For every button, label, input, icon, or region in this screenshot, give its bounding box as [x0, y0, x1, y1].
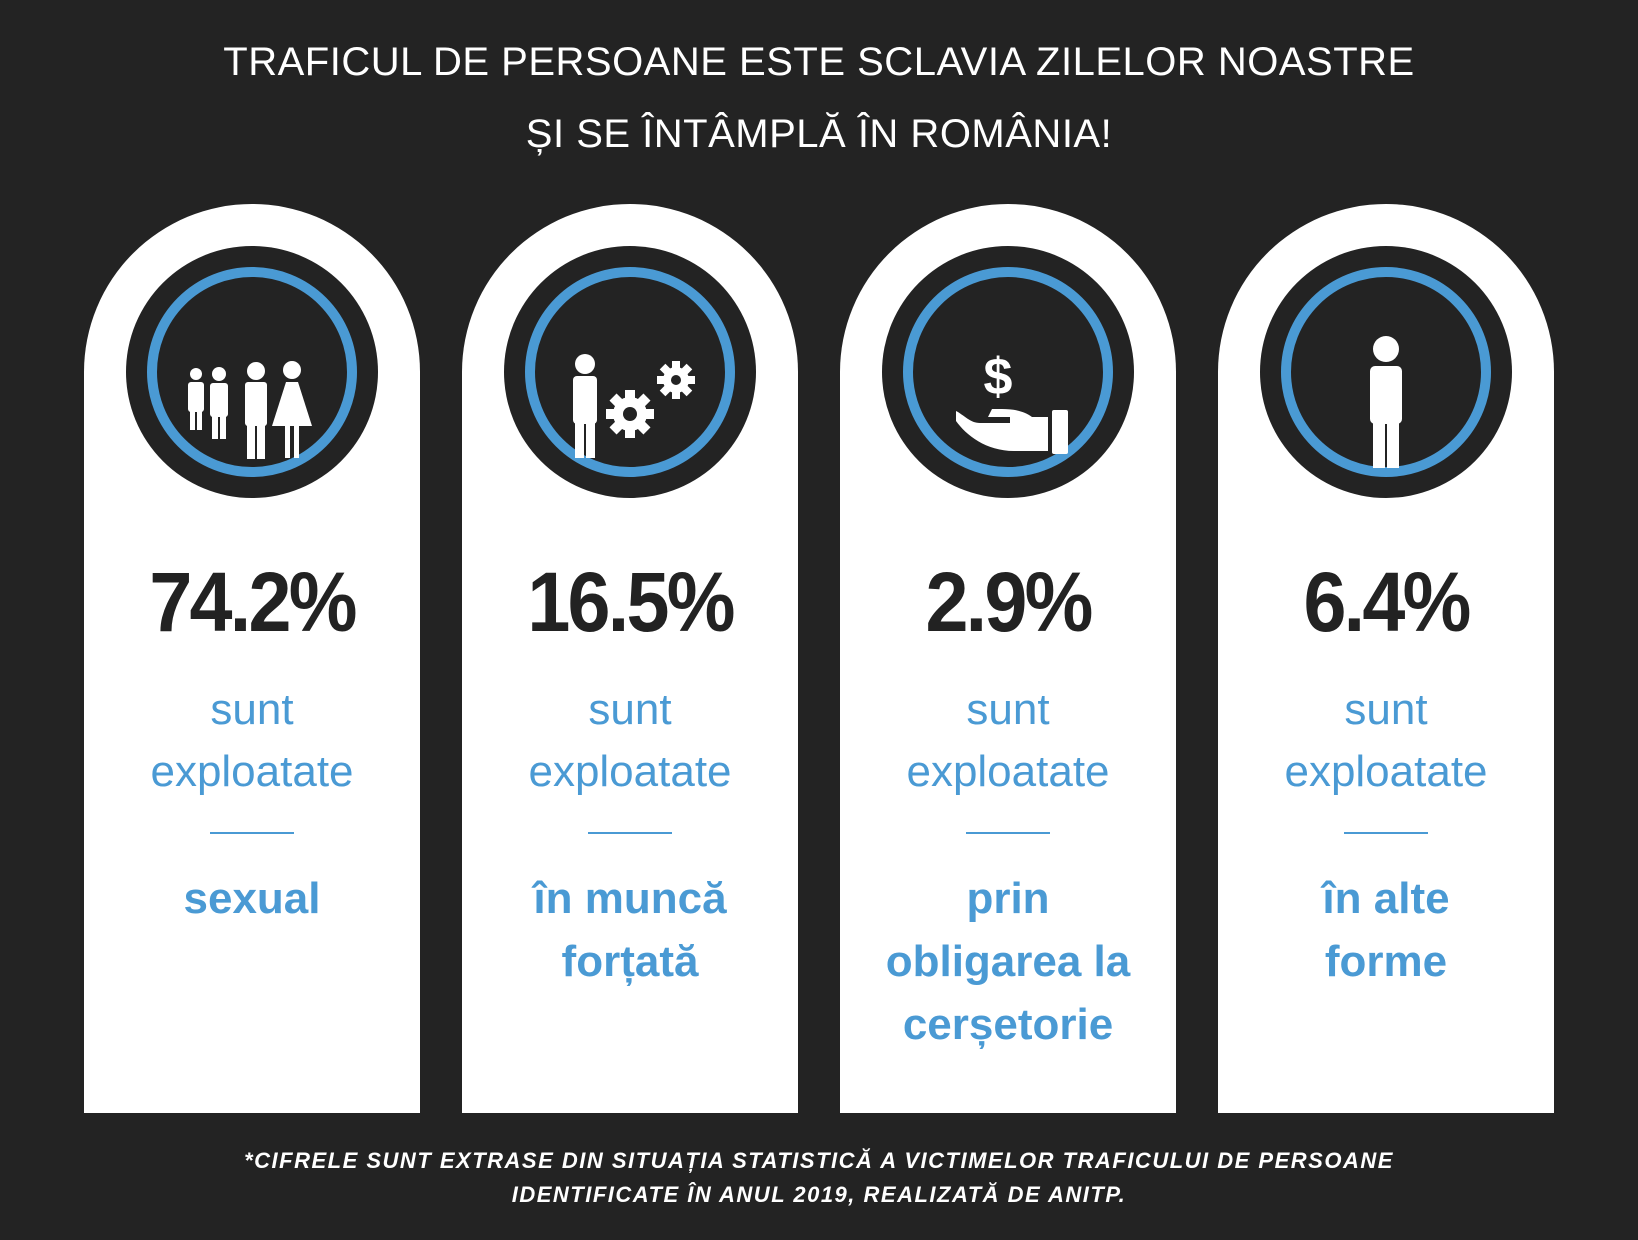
category-label: în alte forme	[1322, 874, 1450, 986]
family-icon	[126, 246, 378, 498]
sub-label: exploatate	[906, 747, 1110, 796]
percent-value: 6.4%	[1303, 555, 1471, 649]
divider	[210, 832, 294, 834]
divider	[1344, 832, 1428, 834]
sub-label: sunt	[588, 685, 672, 734]
sub-label: sunt	[966, 685, 1050, 734]
sub-label: exploatate	[528, 747, 732, 796]
category-label: sexual	[183, 874, 321, 923]
stat-card-sexual: 74.2% sunt exploatate sexual	[84, 204, 420, 1113]
divider	[966, 832, 1050, 834]
sub-label: sunt	[210, 685, 294, 734]
category-label: prin obligarea la cerșetorie	[885, 874, 1131, 1049]
svg-text:$: $	[984, 348, 1013, 406]
sub-label: exploatate	[150, 747, 354, 796]
divider	[588, 832, 672, 834]
percent-value: 16.5%	[527, 555, 735, 649]
stat-card-forced-labour: 16.5% sunt exploatate în muncă forțată	[462, 204, 798, 1113]
sub-label: sunt	[1344, 685, 1428, 734]
category-label: în muncă forțată	[533, 874, 727, 986]
hand-dollar-icon: $	[882, 246, 1134, 498]
footnote-line-1: *CIFRELE SUNT EXTRASE DIN SITUAȚIA STATI…	[244, 1148, 1394, 1173]
stat-card-begging: $ 2.9% sunt exploatate prin obligarea la c…	[840, 204, 1176, 1113]
worker-gears-icon	[504, 246, 756, 498]
percent-value: 2.9%	[925, 555, 1093, 649]
sub-label: exploatate	[1284, 747, 1488, 796]
percent-value: 74.2%	[149, 555, 357, 649]
person-icon	[1260, 246, 1512, 498]
headline-line-2: ȘI SE ÎNTÂMPLĂ ÎN ROMÂNIA!	[525, 112, 1113, 156]
headline-line-1: TRAFICUL DE PERSOANE ESTE SCLAVIA ZILELO…	[223, 40, 1415, 84]
stat-card-other-forms: 6.4% sunt exploatate în alte forme	[1218, 204, 1554, 1113]
footnote-line-2: IDENTIFICATE ÎN ANUL 2019, REALIZATĂ DE …	[511, 1182, 1127, 1207]
